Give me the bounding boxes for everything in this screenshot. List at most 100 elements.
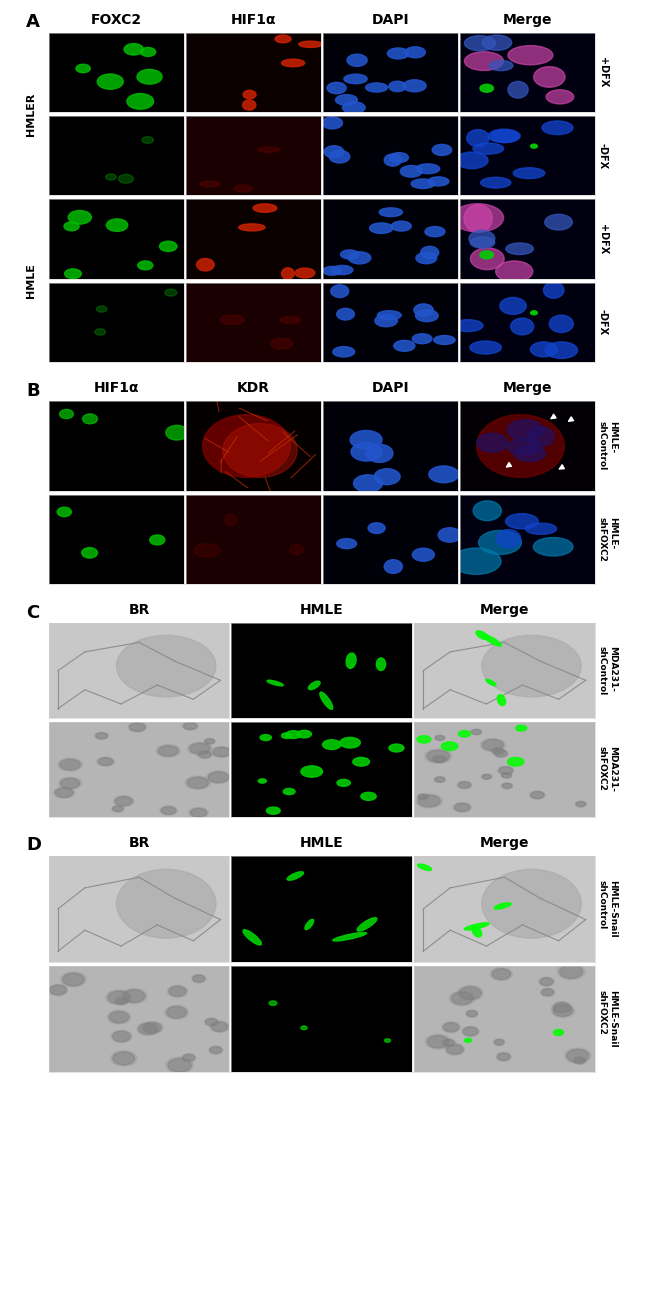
- Ellipse shape: [365, 82, 387, 91]
- Ellipse shape: [389, 153, 408, 162]
- Circle shape: [129, 723, 145, 732]
- Ellipse shape: [500, 298, 526, 315]
- Circle shape: [574, 1057, 585, 1064]
- Circle shape: [493, 750, 508, 757]
- Circle shape: [434, 776, 446, 783]
- Ellipse shape: [368, 523, 385, 533]
- Circle shape: [281, 733, 292, 738]
- Circle shape: [204, 1018, 218, 1026]
- Circle shape: [112, 805, 124, 812]
- Circle shape: [480, 738, 506, 752]
- Circle shape: [142, 1022, 163, 1034]
- Ellipse shape: [405, 47, 425, 58]
- Ellipse shape: [432, 144, 452, 156]
- Circle shape: [187, 742, 212, 755]
- Ellipse shape: [481, 178, 511, 188]
- Circle shape: [443, 1039, 454, 1046]
- Circle shape: [107, 1010, 131, 1025]
- Ellipse shape: [506, 514, 538, 529]
- Circle shape: [128, 723, 147, 732]
- Circle shape: [160, 806, 177, 816]
- Circle shape: [55, 788, 73, 797]
- Ellipse shape: [469, 230, 495, 247]
- Circle shape: [76, 64, 90, 73]
- Ellipse shape: [376, 657, 385, 670]
- Circle shape: [417, 736, 431, 742]
- Ellipse shape: [453, 320, 483, 332]
- Text: BR: BR: [129, 836, 150, 850]
- Ellipse shape: [476, 631, 488, 639]
- Circle shape: [539, 978, 554, 987]
- Circle shape: [492, 748, 504, 754]
- Ellipse shape: [471, 248, 504, 269]
- Circle shape: [161, 806, 176, 814]
- Ellipse shape: [322, 116, 343, 129]
- Text: HMLE: HMLE: [300, 604, 344, 617]
- Ellipse shape: [394, 340, 415, 352]
- Circle shape: [192, 974, 206, 983]
- Ellipse shape: [305, 919, 314, 929]
- Circle shape: [551, 1004, 575, 1018]
- Ellipse shape: [534, 67, 565, 88]
- Circle shape: [434, 735, 445, 741]
- Circle shape: [105, 989, 132, 1005]
- Text: Merge: Merge: [480, 604, 529, 617]
- Ellipse shape: [496, 261, 533, 282]
- Circle shape: [502, 783, 512, 788]
- Circle shape: [209, 1046, 223, 1055]
- Circle shape: [457, 985, 484, 1001]
- Ellipse shape: [472, 927, 482, 937]
- Text: HIF1α: HIF1α: [94, 382, 139, 395]
- Circle shape: [458, 731, 471, 737]
- Circle shape: [283, 788, 295, 795]
- Ellipse shape: [299, 41, 322, 47]
- Text: HMLE: HMLE: [25, 263, 36, 298]
- Circle shape: [490, 967, 512, 980]
- Circle shape: [53, 787, 75, 799]
- Circle shape: [471, 729, 482, 735]
- Text: HMLE-
shControl: HMLE- shControl: [598, 421, 618, 471]
- Circle shape: [182, 721, 198, 731]
- Ellipse shape: [411, 179, 435, 188]
- Circle shape: [502, 772, 512, 778]
- Circle shape: [118, 174, 133, 183]
- Ellipse shape: [482, 869, 581, 938]
- Ellipse shape: [378, 311, 401, 320]
- Circle shape: [389, 744, 404, 752]
- Ellipse shape: [497, 694, 506, 706]
- Ellipse shape: [243, 929, 261, 945]
- Circle shape: [258, 779, 266, 783]
- Ellipse shape: [194, 544, 220, 557]
- Ellipse shape: [478, 531, 521, 554]
- Ellipse shape: [486, 680, 496, 686]
- Circle shape: [553, 1002, 570, 1013]
- Ellipse shape: [337, 538, 357, 549]
- Circle shape: [491, 748, 504, 754]
- Circle shape: [82, 548, 98, 558]
- Ellipse shape: [507, 439, 541, 455]
- Circle shape: [465, 1038, 471, 1043]
- Ellipse shape: [387, 48, 409, 59]
- Ellipse shape: [412, 333, 432, 344]
- Ellipse shape: [489, 60, 513, 71]
- Circle shape: [573, 1056, 586, 1064]
- Circle shape: [465, 1010, 478, 1017]
- Circle shape: [445, 1043, 465, 1055]
- Ellipse shape: [308, 681, 320, 690]
- Text: DAPI: DAPI: [371, 382, 409, 395]
- Ellipse shape: [456, 152, 488, 169]
- Circle shape: [199, 752, 211, 758]
- Ellipse shape: [347, 54, 367, 67]
- Circle shape: [209, 1021, 229, 1033]
- Circle shape: [508, 758, 524, 766]
- Circle shape: [436, 736, 445, 740]
- Ellipse shape: [290, 545, 304, 555]
- Circle shape: [529, 791, 545, 800]
- Circle shape: [442, 1022, 460, 1033]
- Circle shape: [457, 782, 472, 789]
- Circle shape: [60, 778, 80, 788]
- Ellipse shape: [327, 82, 346, 94]
- Ellipse shape: [525, 523, 556, 535]
- Ellipse shape: [220, 315, 244, 324]
- Circle shape: [260, 735, 272, 741]
